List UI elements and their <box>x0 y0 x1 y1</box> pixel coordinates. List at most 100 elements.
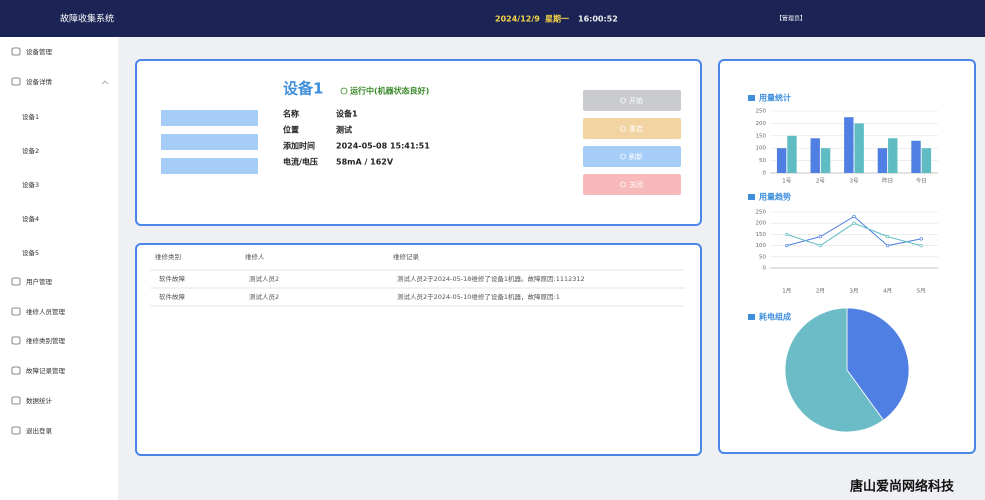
table-cell: 软件故障 <box>159 292 186 301</box>
menu-item[interactable]: 维修人员管理 <box>26 307 66 316</box>
y-tick-label: 250 <box>756 210 767 216</box>
table-cell: 软件故障 <box>159 274 186 283</box>
device-card <box>135 59 702 226</box>
status-icon <box>340 87 348 95</box>
bar <box>810 138 820 173</box>
table-header: 维修类别 <box>155 252 181 261</box>
table-header: 维修记录 <box>393 252 420 261</box>
table-card <box>135 243 702 456</box>
menu-icon <box>11 366 21 375</box>
y-tick-label: 150 <box>756 232 767 238</box>
menu-icon <box>11 426 21 435</box>
button-label[interactable]: 开始 <box>629 96 643 105</box>
image-placeholder <box>161 158 258 174</box>
user[interactable]: 【管理员】 <box>776 15 806 23</box>
button[interactable] <box>583 146 681 167</box>
x-tick-label: 3号 <box>850 178 859 185</box>
menu-icon <box>11 396 21 405</box>
y-tick-label: 250 <box>756 109 767 115</box>
point <box>885 243 890 248</box>
button-label[interactable]: 关闭 <box>629 180 643 189</box>
bar <box>776 148 787 173</box>
device-status: 运行中(机器状态良好) <box>350 86 429 96</box>
button[interactable] <box>583 90 681 111</box>
menu-item[interactable]: 设备详情 <box>26 77 53 86</box>
chevron <box>101 80 109 85</box>
x-tick-label: 5月 <box>917 288 926 295</box>
bar <box>888 138 898 173</box>
x-tick-label: 2月 <box>816 288 825 295</box>
field-label: 名称 <box>283 109 299 119</box>
menu-item[interactable]: 维修类别管理 <box>26 336 66 345</box>
x-tick-label: 4月 <box>883 288 892 295</box>
bar <box>854 123 864 173</box>
field-value: 设备1 <box>336 109 358 119</box>
y-tick-label: 150 <box>756 133 767 139</box>
bar <box>820 148 831 173</box>
bar <box>787 135 797 173</box>
field-value: 2024-05-08 15:41:51 <box>336 142 430 151</box>
menu-icon <box>11 277 21 286</box>
menu-icon <box>11 336 21 345</box>
y-tick-label: 50 <box>759 254 766 260</box>
pie-slice <box>784 307 885 433</box>
watermark: 唐山爱尚网络科技 <box>850 479 955 495</box>
button-label[interactable]: 刷新 <box>629 152 643 161</box>
button[interactable] <box>583 174 681 195</box>
menu-item[interactable]: 退出登录 <box>26 426 53 435</box>
y-tick-label: 0 <box>763 266 767 272</box>
table-cell: 测试人员2 <box>249 292 279 301</box>
sidebar <box>0 37 118 500</box>
x-tick-label: 昨日 <box>882 177 893 185</box>
x-tick-label: 3月 <box>850 288 859 295</box>
weekday: 星期一 <box>545 14 569 24</box>
menu-item[interactable]: 设备5 <box>22 248 39 257</box>
field-label: 添加时间 <box>283 141 315 151</box>
field-label: 位置 <box>283 125 299 135</box>
menu-icon <box>11 77 21 86</box>
point <box>818 234 823 239</box>
button-icon <box>620 181 626 188</box>
chart-icon <box>748 194 755 200</box>
menu-item[interactable]: 数据统计 <box>26 396 53 405</box>
point <box>785 243 789 248</box>
menu-item[interactable]: 设备3 <box>22 180 39 189</box>
x-tick-label: 1月 <box>782 288 791 295</box>
button-icon <box>620 153 626 160</box>
field-label: 电流/电压 <box>283 157 318 167</box>
bar <box>877 148 888 173</box>
menu-icon <box>11 307 21 316</box>
table-cell: 测试人员2于2024-05-10维修了设备1机器，故障原因:1 <box>397 292 560 301</box>
menu-item[interactable]: 用户管理 <box>26 277 53 286</box>
x-tick-label: 2号 <box>816 178 825 185</box>
device-name: 设备1 <box>283 80 323 98</box>
menu-icon <box>11 47 21 56</box>
chart-icon <box>748 95 755 101</box>
chart-title: 用量趋势 <box>758 192 791 202</box>
bar <box>911 140 921 173</box>
menu-item[interactable]: 设备1 <box>22 112 39 121</box>
table-cell: 测试人员2于2024-05-18维修了设备1机器。故障原因:1112312 <box>397 274 585 283</box>
button-label[interactable]: 重启 <box>629 124 643 133</box>
y-tick-label: 100 <box>756 243 767 249</box>
button-icon <box>620 97 626 104</box>
chart-title: 用量统计 <box>758 93 791 103</box>
image-placeholder <box>161 110 258 126</box>
pie-slice <box>846 307 910 421</box>
menu-item[interactable]: 设备管理 <box>26 47 53 56</box>
x-tick-label: 1号 <box>782 178 791 185</box>
bar <box>844 117 854 173</box>
menu-item[interactable]: 设备4 <box>22 214 39 223</box>
menu-item[interactable]: 设备2 <box>22 146 39 155</box>
point <box>852 214 856 219</box>
y-tick-label: 0 <box>763 171 767 177</box>
y-tick-label: 50 <box>759 158 766 164</box>
date: 2024/12/9 <box>495 15 540 24</box>
menu-item[interactable]: 故障记录管理 <box>26 366 66 375</box>
button[interactable] <box>583 118 681 139</box>
